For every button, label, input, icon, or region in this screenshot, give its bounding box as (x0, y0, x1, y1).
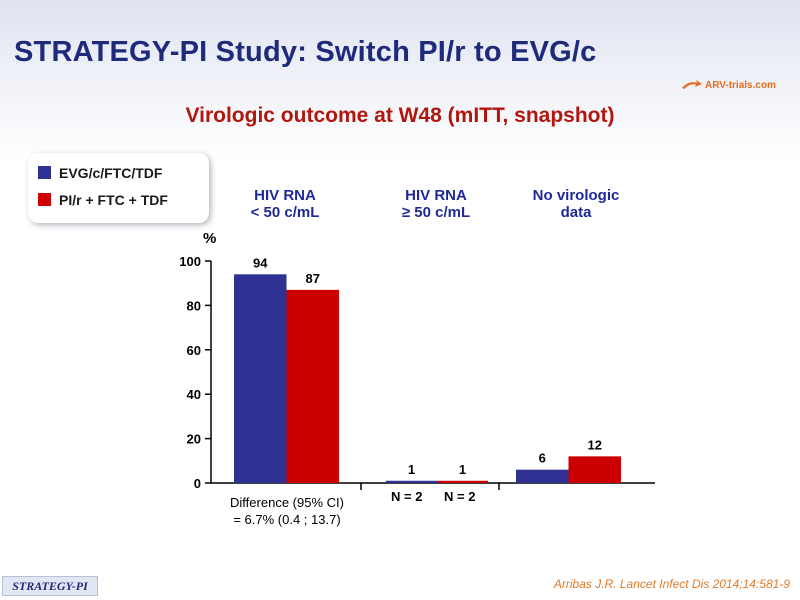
bar-pir (286, 289, 339, 483)
y-axis-unit: % (203, 230, 217, 247)
y-tick-label: 20 (187, 432, 201, 447)
y-tick-label: 0 (194, 476, 201, 491)
legend-label-evg: EVG/c/FTC/TDF (59, 164, 163, 181)
n-label-pir: N = 2 (444, 489, 476, 504)
column-header-line: HIV RNA (254, 187, 316, 204)
brand-text: ARV-trials.com (705, 79, 776, 91)
column-header-line: ≥ 50 c/mL (401, 204, 471, 221)
y-tick-label: 60 (187, 343, 201, 358)
arrow-logo-icon (682, 80, 702, 89)
column-header-rna-above-50: HIV RNA ≥ 50 c/mL (376, 187, 496, 221)
chart-legend: EVG/c/FTC/TDF PI/r + FTC + TDF (28, 153, 209, 223)
brand-logo: ARV-trials.com (681, 79, 776, 91)
column-header-rna-below-50: HIV RNA < 50 c/mL (225, 187, 345, 221)
difference-note: Difference (95% CI) = 6.7% (0.4 ; 13.7) (212, 494, 362, 528)
legend-swatch-evg (38, 166, 51, 179)
bar-evg (386, 480, 437, 483)
bar-pir (568, 456, 621, 483)
difference-line: Difference (95% CI) (230, 495, 344, 510)
slide-title: STRATEGY-PI Study: Switch PI/r to EVG/c (14, 36, 597, 68)
y-tick-label: 80 (187, 298, 201, 313)
data-label: 6 (539, 451, 546, 466)
y-tick-label: 40 (187, 387, 201, 402)
n-label-evg: N = 2 (391, 489, 423, 504)
data-label: 94 (253, 255, 268, 270)
column-header-no-data: No virologic data (511, 187, 641, 221)
data-label: 1 (459, 462, 466, 477)
legend-item-pir: PI/r + FTC + TDF (38, 186, 209, 213)
column-header-line: HIV RNA (405, 187, 467, 204)
legend-item-evg: EVG/c/FTC/TDF (38, 159, 209, 186)
y-tick-label: 100 (179, 254, 201, 269)
data-label: 1 (408, 462, 415, 477)
legend-swatch-pir (38, 193, 51, 206)
legend-label-pir: PI/r + FTC + TDF (59, 191, 168, 208)
bar-pir (437, 480, 488, 483)
column-header-line: data (560, 204, 592, 221)
bar-evg (516, 469, 569, 483)
bar-evg (234, 274, 287, 483)
data-label: 87 (306, 271, 320, 286)
footer-study-label: STRATEGY-PI (2, 576, 98, 596)
column-header-line: < 50 c/mL (250, 204, 320, 221)
column-header-line: No virologic (532, 187, 620, 204)
citation: Arribas J.R. Lancet Infect Dis 2014;14:5… (553, 577, 790, 591)
chart-subtitle: Virologic outcome at W48 (mITT, snapshot… (185, 104, 615, 127)
difference-line: = 6.7% (0.4 ; 13.7) (233, 512, 341, 527)
data-label: 12 (588, 437, 602, 452)
